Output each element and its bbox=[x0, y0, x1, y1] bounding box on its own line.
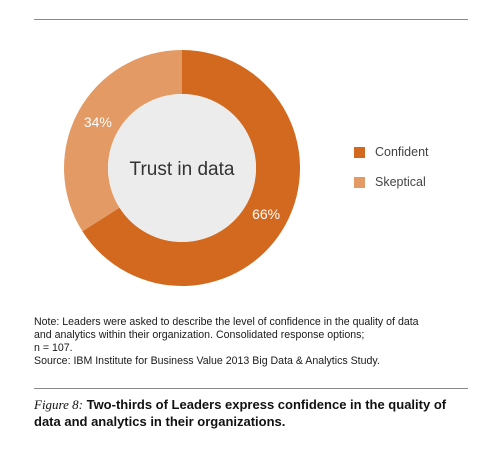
note-line: Note: Leaders were asked to describe the… bbox=[34, 316, 419, 328]
legend-swatch-confident bbox=[354, 146, 365, 158]
legend-swatch-skeptical bbox=[354, 176, 365, 188]
slice-skeptical bbox=[64, 50, 182, 232]
legend-item-confident: Confident bbox=[354, 142, 429, 162]
note-line: n = 107. bbox=[34, 342, 73, 354]
chart-note: Note: Leaders were asked to describe the… bbox=[34, 316, 468, 368]
figure-number: Figure 8: bbox=[34, 397, 83, 412]
slice-label-skeptical: 34% bbox=[84, 114, 112, 130]
donut-center bbox=[108, 94, 256, 242]
legend-item-skeptical: Skeptical bbox=[354, 172, 429, 192]
donut-center-label: Trust in data bbox=[130, 159, 235, 180]
legend: Confident Skeptical bbox=[354, 142, 429, 202]
legend-label-confident: Confident bbox=[375, 145, 429, 159]
slice-label-confident: 66% bbox=[252, 206, 280, 222]
chart-panel: 66% 34% Trust in data Confident Skeptical bbox=[34, 20, 468, 314]
bottom-rule bbox=[34, 388, 468, 389]
figure-caption-text: Two-thirds of Leaders express confidence… bbox=[34, 397, 447, 429]
slice-confident bbox=[82, 50, 300, 286]
note-line: and analytics within their organization.… bbox=[34, 329, 365, 341]
top-rule bbox=[34, 19, 468, 20]
donut-chart: 66% 34% Trust in data bbox=[64, 50, 300, 286]
legend-label-skeptical: Skeptical bbox=[375, 175, 426, 189]
source-line: Source: IBM Institute for Business Value… bbox=[34, 355, 380, 367]
figure-caption: Figure 8: Two-thirds of Leaders express … bbox=[34, 396, 468, 430]
